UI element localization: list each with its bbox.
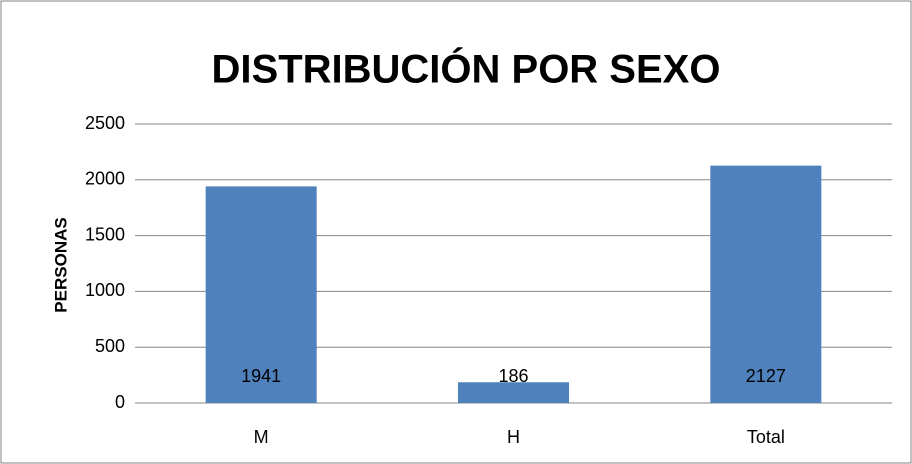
y-tick-label: 2500: [85, 113, 125, 133]
data-label: 1941: [241, 366, 281, 386]
data-label: 186: [498, 366, 528, 386]
chart-title: DISTRIBUCIÓN POR SEXO: [212, 46, 721, 92]
bar: [205, 186, 317, 403]
y-tick-label: 1500: [85, 224, 125, 244]
data-label: 2127: [746, 366, 786, 386]
y-tick-label: 500: [95, 336, 125, 356]
bar: [457, 382, 570, 403]
y-tick-label: 0: [115, 392, 125, 412]
y-tick-label: 1000: [85, 280, 125, 300]
x-tick-label: H: [507, 427, 520, 447]
y-tick-label: 2000: [85, 169, 125, 189]
bar: [710, 165, 822, 403]
x-tick-label: Total: [747, 427, 785, 447]
y-axis-label: PERSONAS: [51, 217, 70, 312]
x-tick-label: M: [254, 427, 269, 447]
